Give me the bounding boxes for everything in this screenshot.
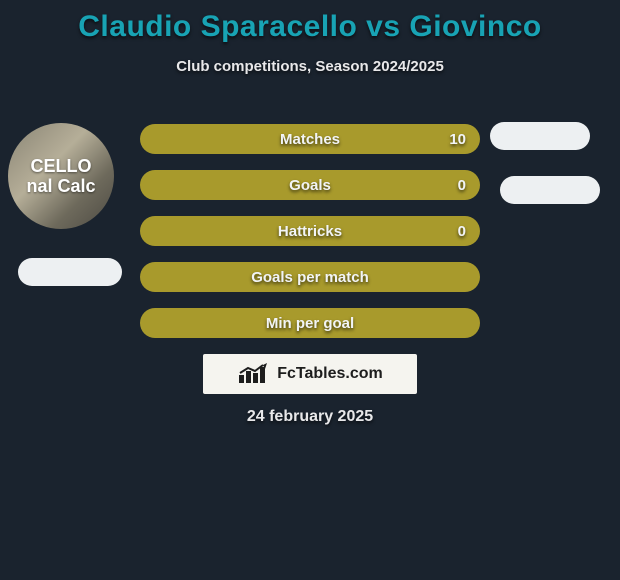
branding-badge[interactable]: FcTables.com [203, 354, 417, 394]
player-avatar-left: CELLO nal Calc [8, 123, 114, 229]
stat-bar-fill [140, 308, 480, 338]
stat-bar-row: Goals0 [140, 170, 480, 200]
snapshot-date: 24 february 2025 [0, 408, 620, 426]
player-name-pill-right-2 [500, 176, 600, 204]
chart-icon [237, 363, 271, 385]
stat-bar-fill [140, 124, 480, 154]
stat-bar-fill [140, 262, 480, 292]
player-name-pill-right-1 [490, 122, 590, 150]
comparison-subtitle: Club competitions, Season 2024/2025 [0, 58, 620, 75]
stat-bar-row: Hattricks0 [140, 216, 480, 246]
avatar-text-line2: nal Calc [26, 176, 95, 196]
stat-bar-row: Min per goal [140, 308, 480, 338]
branding-text: FcTables.com [277, 365, 383, 383]
stat-bar-row: Matches10 [140, 124, 480, 154]
comparison-title: Claudio Sparacello vs Giovinco [0, 0, 620, 44]
stat-bars: Matches10 Goals0 Hattricks0 Goals per match… [140, 124, 480, 354]
stat-bar-fill [140, 216, 480, 246]
stat-bar-fill [140, 170, 480, 200]
avatar-text-line1: CELLO [31, 156, 92, 176]
stat-bar-row: Goals per match [140, 262, 480, 292]
player-name-pill-left [18, 258, 122, 286]
